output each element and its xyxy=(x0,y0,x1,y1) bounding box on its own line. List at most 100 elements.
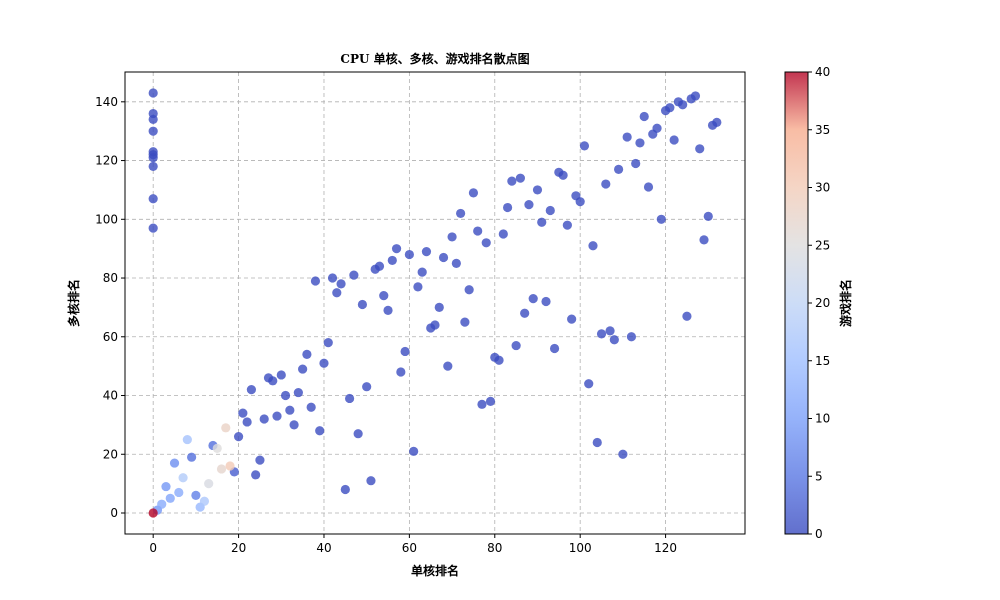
data-point xyxy=(494,355,504,365)
data-point xyxy=(187,452,197,462)
data-point xyxy=(148,508,158,518)
data-point xyxy=(251,470,261,480)
x-tick-label: 20 xyxy=(231,541,246,555)
data-point xyxy=(601,179,611,189)
colorbar-tick-label: 40 xyxy=(815,65,830,79)
data-point xyxy=(690,91,701,101)
data-point xyxy=(319,358,329,368)
y-tick-label: 0 xyxy=(110,506,118,520)
data-point xyxy=(460,317,470,327)
data-point xyxy=(438,252,449,263)
data-point xyxy=(148,161,158,172)
data-point xyxy=(532,185,543,195)
data-point xyxy=(221,423,231,433)
data-point xyxy=(272,411,282,421)
data-point xyxy=(430,320,440,330)
data-point xyxy=(678,100,688,110)
data-point xyxy=(485,396,496,406)
data-point xyxy=(652,123,662,133)
data-point xyxy=(374,261,385,271)
data-point xyxy=(404,249,414,260)
data-point xyxy=(656,214,666,224)
data-point xyxy=(584,379,594,389)
data-point xyxy=(409,446,419,456)
data-point xyxy=(520,308,530,318)
data-point xyxy=(434,302,444,313)
data-point xyxy=(174,487,184,498)
data-point xyxy=(268,376,278,386)
data-point xyxy=(468,188,479,198)
data-point xyxy=(473,226,483,236)
data-point xyxy=(353,429,363,439)
y-axis-ticks: 0 20 40 60 80 100 120 140 xyxy=(95,95,125,520)
data-point xyxy=(618,449,628,459)
colorbar-tick-label: 20 xyxy=(815,296,830,310)
data-point xyxy=(447,232,457,242)
data-point xyxy=(528,293,538,304)
data-point xyxy=(635,138,645,148)
data-point xyxy=(443,361,453,371)
plot-frame xyxy=(124,71,746,535)
data-point xyxy=(588,241,598,251)
data-point xyxy=(327,273,338,283)
data-point xyxy=(605,326,615,336)
data-point xyxy=(362,382,372,392)
data-point xyxy=(464,285,474,295)
data-point xyxy=(259,414,269,424)
chart-title: CPU 单核、多核、游戏排名散点图 xyxy=(340,51,529,66)
data-point xyxy=(349,270,359,280)
colorbar-tick-label: 35 xyxy=(815,123,830,137)
data-point xyxy=(417,267,427,277)
data-point xyxy=(665,103,675,113)
data-point xyxy=(212,443,222,453)
data-point xyxy=(682,311,692,321)
data-point xyxy=(310,276,321,286)
data-point xyxy=(357,299,368,310)
data-point xyxy=(549,343,560,354)
data-point xyxy=(238,408,248,418)
data-point xyxy=(383,305,393,315)
x-tick-label: 120 xyxy=(654,541,677,555)
data-point xyxy=(451,258,461,268)
data-point xyxy=(323,338,333,348)
y-tick-label: 80 xyxy=(103,271,118,285)
data-point xyxy=(315,426,325,436)
colorbar-ticks: 0 5 10 15 20 25 30 35 40 xyxy=(808,65,830,541)
data-point xyxy=(626,332,637,342)
data-point xyxy=(298,364,308,374)
data-point xyxy=(246,385,256,395)
data-point xyxy=(481,238,491,248)
colorbar-tick-label: 30 xyxy=(815,181,830,195)
data-point xyxy=(306,402,316,412)
data-point xyxy=(161,481,171,492)
data-point xyxy=(669,135,679,145)
x-tick-label: 0 xyxy=(149,541,157,555)
data-point xyxy=(631,158,641,169)
data-point xyxy=(332,288,342,298)
data-point xyxy=(639,111,649,122)
data-point xyxy=(233,432,244,442)
x-axis-label: 单核排名 xyxy=(411,563,459,578)
data-point xyxy=(579,141,590,151)
data-points xyxy=(148,88,722,518)
grid-lines xyxy=(125,72,745,534)
data-point xyxy=(391,244,402,254)
data-point xyxy=(400,346,410,357)
data-point xyxy=(255,455,265,465)
colorbar xyxy=(785,72,808,534)
colorbar-tick-label: 0 xyxy=(815,527,823,541)
data-point xyxy=(507,176,517,186)
data-point xyxy=(276,370,286,380)
data-point xyxy=(165,493,175,503)
data-point xyxy=(280,390,291,401)
data-point xyxy=(498,229,508,239)
data-point xyxy=(191,490,201,500)
data-point xyxy=(148,126,158,136)
colorbar-tick-label: 10 xyxy=(815,412,830,426)
data-point xyxy=(695,144,705,154)
data-point xyxy=(596,329,607,339)
colorbar-tick-label: 5 xyxy=(815,469,823,483)
data-point xyxy=(712,117,722,127)
data-point xyxy=(302,349,312,359)
data-point xyxy=(148,114,158,125)
